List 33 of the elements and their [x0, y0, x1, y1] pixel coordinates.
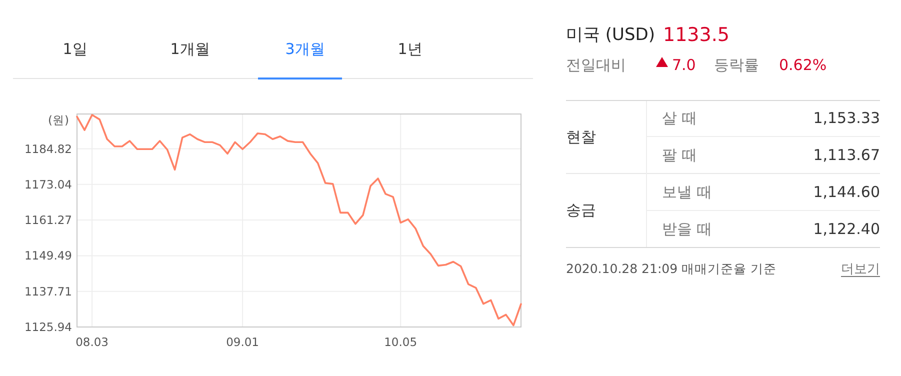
y-axis-title: (원)	[48, 113, 69, 127]
text: 1133.5	[663, 24, 730, 46]
line-series	[76, 114, 522, 326]
text: 1,122.40	[813, 220, 880, 238]
text: 1,144.60	[813, 183, 880, 201]
y-tick-label: 1184.82	[24, 142, 72, 156]
x-tick-label: 08.03	[76, 335, 109, 349]
text: 0.62%	[779, 56, 827, 74]
text: 2020.10.28 21:09 매매기준율 기준	[566, 261, 777, 276]
text: 전일대비	[566, 56, 626, 74]
text: 1년	[398, 40, 422, 58]
x-tick-label: 09.01	[226, 335, 260, 349]
y-tick-label: 1125.94	[24, 320, 72, 334]
y-tick-label: 1149.49	[24, 248, 72, 263]
text: 팔 때	[662, 146, 697, 164]
y-tick-label: 1173.04	[24, 177, 72, 192]
text: 받을 때	[662, 220, 712, 238]
y-tick-label: 1161.27	[24, 213, 72, 228]
text: 7.0	[672, 56, 696, 74]
text: 미국 (USD)	[566, 25, 655, 45]
text: 1일	[62, 40, 88, 58]
y-tick-label: 1137.71	[24, 284, 72, 298]
text: 현찰	[566, 128, 596, 146]
text: 보낼 때	[662, 183, 712, 201]
text: 더보기	[841, 262, 880, 277]
text: 1,113.67	[813, 146, 880, 164]
text: 3개월	[285, 40, 325, 58]
text: 송금	[566, 201, 596, 219]
text: 1,153.33	[813, 109, 880, 127]
text: 살 때	[662, 109, 697, 127]
text: 등락률	[714, 56, 759, 74]
text: 1개월	[170, 40, 210, 58]
x-tick-label: 10.05	[384, 335, 418, 349]
